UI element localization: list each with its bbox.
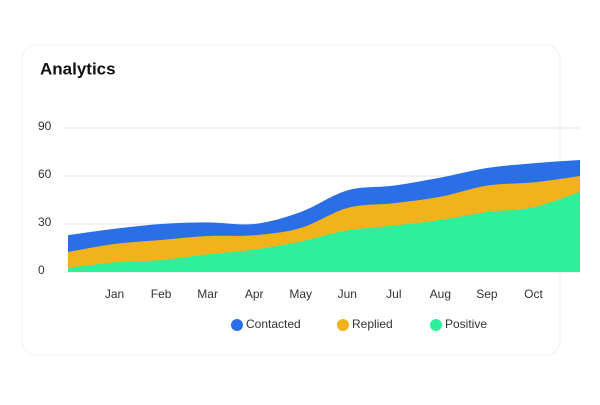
y-tick-label: 30 [38,215,52,229]
y-tick-label: 60 [38,167,52,181]
area [68,192,580,272]
legend-swatch [231,319,243,331]
x-tick-label: Jun [338,287,357,301]
x-tick-label: Sep [476,287,498,301]
x-tick-label: Aug [430,287,451,301]
y-tick-label: 0 [38,263,45,277]
legend-swatch [430,319,442,331]
legend-label: Contacted [246,317,301,331]
x-tick-label: Apr [245,287,264,301]
x-tick-label: May [289,287,312,301]
x-tick-label: Mar [197,287,218,301]
x-tick-label: Jul [386,287,401,301]
y-tick-label: 90 [38,119,52,133]
x-tick-label: Jan [105,287,124,301]
legend-label: Replied [352,317,393,331]
legend-label: Positive [445,317,487,331]
x-tick-label: Oct [524,287,543,301]
legend-swatch [337,319,349,331]
x-tick-label: Feb [151,287,172,301]
chart-title: Analytics [40,59,116,78]
